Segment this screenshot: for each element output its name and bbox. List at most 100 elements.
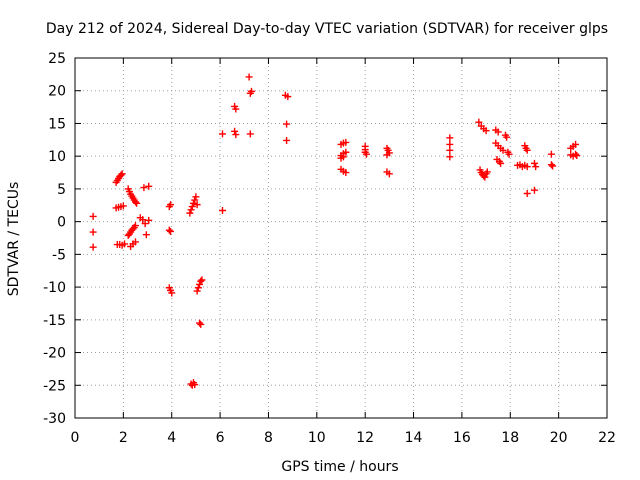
data-point	[283, 136, 291, 144]
y-tick-label: -25	[43, 378, 66, 394]
data-point	[483, 168, 491, 176]
data-point	[193, 201, 201, 209]
data-point	[219, 130, 227, 138]
data-point	[131, 198, 139, 206]
data-point	[342, 169, 350, 177]
data-point	[168, 289, 176, 297]
data-point	[117, 171, 125, 179]
data-point	[197, 320, 205, 328]
data-point	[133, 199, 141, 207]
data-point	[482, 127, 490, 135]
data-point	[145, 216, 153, 224]
x-tick-label: 0	[71, 430, 80, 446]
data-point	[196, 319, 204, 327]
data-point	[248, 87, 256, 95]
data-point	[121, 240, 129, 248]
data-point	[572, 150, 580, 158]
plot-frame	[74, 57, 608, 419]
x-tick-label: 10	[308, 430, 326, 446]
data-point	[339, 153, 347, 161]
data-point	[446, 134, 454, 142]
data-point	[197, 277, 205, 285]
y-tick-label: -30	[43, 411, 66, 427]
data-point	[446, 153, 454, 161]
data-point	[497, 159, 505, 167]
data-point	[188, 203, 196, 211]
data-point	[573, 152, 581, 160]
data-point	[572, 140, 580, 148]
y-tick-label: 5	[57, 182, 66, 198]
data-point	[530, 186, 538, 194]
data-point	[523, 146, 531, 154]
y-tick-label: 15	[48, 116, 66, 132]
x-tick-label: 6	[216, 430, 225, 446]
data-point	[481, 173, 489, 181]
data-point	[523, 163, 531, 171]
y-tick-label: 10	[48, 149, 66, 165]
data-point	[475, 118, 483, 126]
chart-title: Day 212 of 2024, Sidereal Day-to-day VTE…	[46, 21, 608, 37]
data-point	[246, 130, 254, 138]
data-point	[165, 226, 173, 234]
data-point	[192, 193, 200, 201]
data-point	[547, 150, 555, 158]
data-point	[187, 206, 195, 214]
data-point	[547, 161, 555, 169]
data-point	[219, 207, 227, 215]
data-point	[549, 162, 557, 170]
data-point	[532, 163, 540, 171]
data-point	[446, 140, 454, 148]
data-point	[494, 128, 502, 136]
y-tick-label: 25	[48, 51, 66, 67]
x-tick-label: 2	[119, 430, 128, 446]
data-point	[194, 284, 202, 292]
x-axis-label: GPS time / hours	[281, 459, 398, 475]
data-point	[385, 170, 393, 178]
data-point	[89, 228, 97, 236]
x-tick-label: 20	[550, 430, 568, 446]
data-point	[283, 120, 291, 128]
data-point	[89, 243, 97, 251]
data-point	[119, 202, 127, 210]
data-point	[231, 127, 239, 135]
data-point	[89, 212, 97, 220]
y-tick-label: 20	[48, 84, 66, 100]
data-point	[186, 209, 194, 217]
data-point	[131, 222, 139, 230]
data-point	[232, 131, 240, 139]
data-point	[499, 146, 507, 154]
y-tick-label: -15	[43, 313, 66, 329]
data-point	[503, 133, 511, 141]
data-point	[141, 220, 149, 228]
y-tick-label: -20	[43, 346, 66, 362]
data-point	[131, 238, 139, 246]
data-point	[342, 138, 350, 146]
y-tick-label: -10	[43, 280, 66, 296]
data-point	[167, 201, 175, 209]
data-point	[232, 105, 240, 113]
data-point	[118, 170, 126, 178]
axis-ticks: 0 2 4 6 8 10 12 14 16 18 20 22 -30 -25 -20 -15 -10 -5 0 5 10…	[43, 51, 616, 446]
y-tick-label: 0	[57, 215, 66, 231]
y-tick-label: -5	[52, 247, 66, 263]
data-point	[198, 276, 206, 284]
data-point	[167, 227, 175, 235]
data-point	[142, 231, 150, 239]
data-point	[191, 381, 199, 389]
data-point	[523, 189, 531, 197]
data-point	[505, 150, 513, 158]
data-point	[196, 280, 204, 288]
data-point	[446, 146, 454, 154]
data-points	[89, 73, 581, 389]
grid	[75, 58, 607, 418]
y-axis-label: SDTVAR / TECUs	[6, 182, 22, 297]
data-point	[140, 184, 148, 192]
data-point	[139, 216, 147, 224]
data-point	[362, 150, 370, 158]
x-tick-label: 4	[167, 430, 176, 446]
data-point	[193, 287, 201, 295]
x-tick-label: 18	[501, 430, 519, 446]
data-point	[383, 151, 391, 159]
data-point	[145, 182, 153, 190]
